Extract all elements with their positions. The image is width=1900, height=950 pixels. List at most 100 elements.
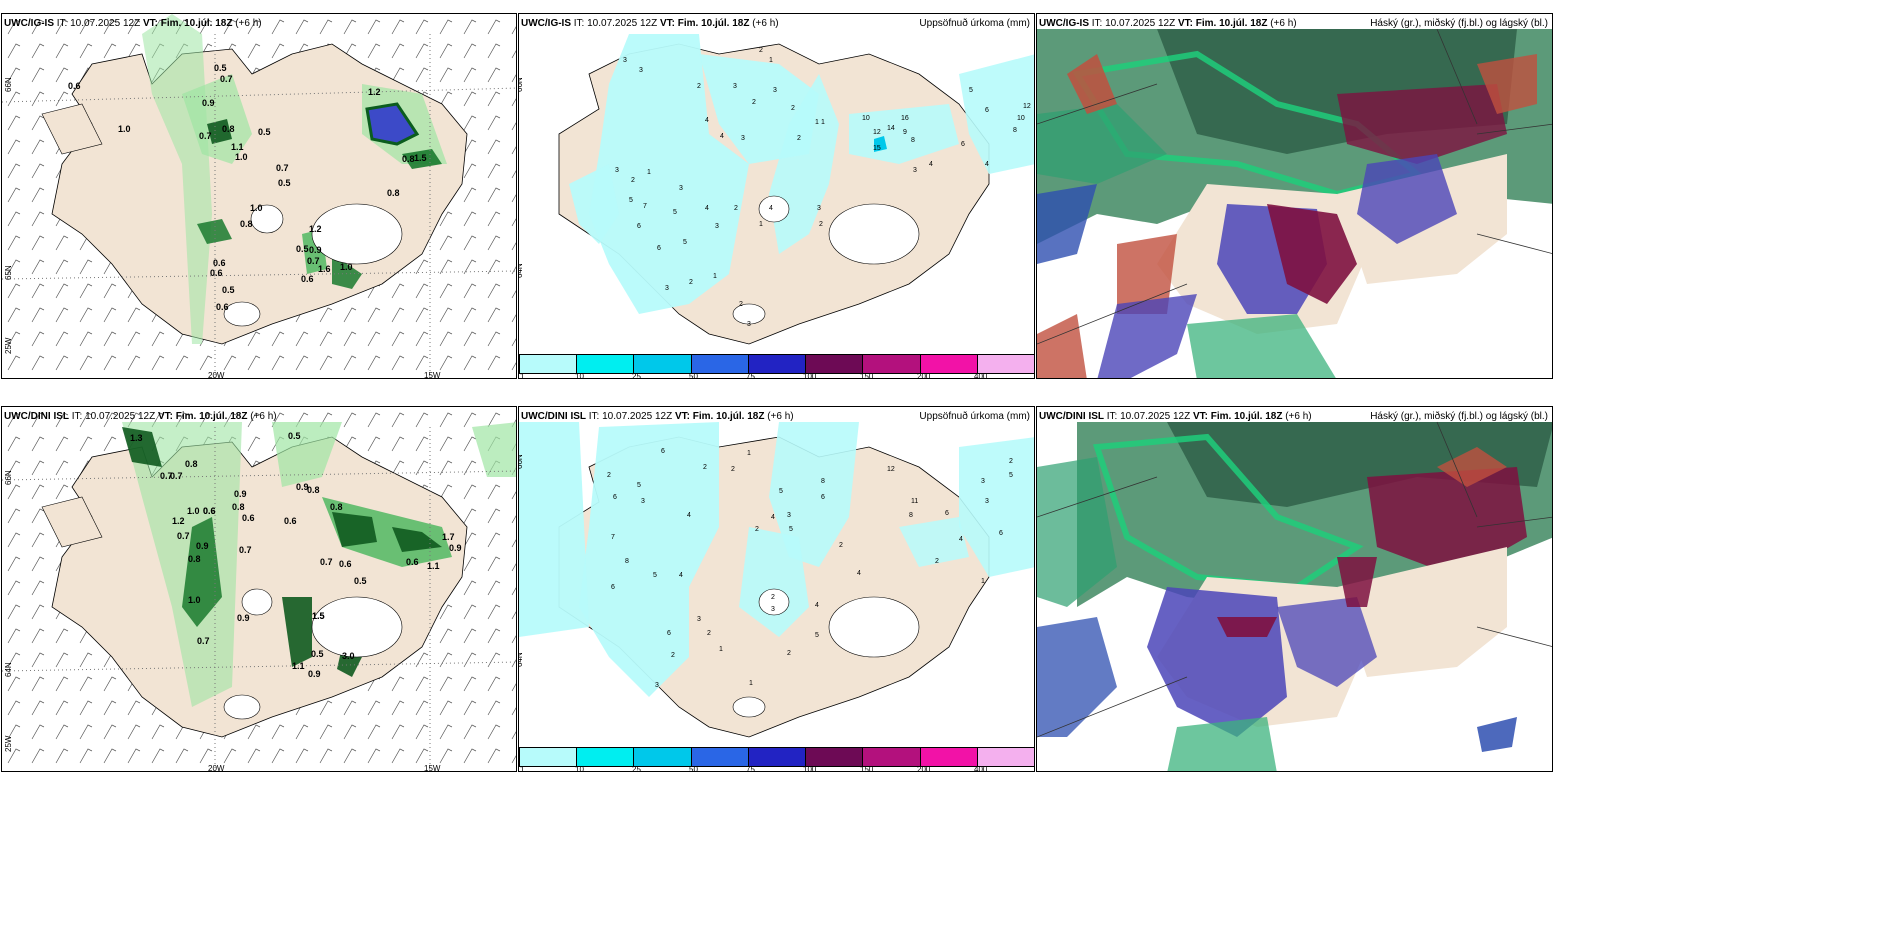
lon-label-20w: 20W: [208, 371, 225, 379]
svg-text:1.3: 1.3: [130, 433, 143, 443]
lat-label-64n: 64N: [518, 652, 524, 667]
svg-text:5: 5: [629, 197, 633, 204]
svg-text:2: 2: [607, 472, 611, 479]
colorbar-swatch: [920, 748, 978, 766]
svg-text:5: 5: [1009, 472, 1013, 479]
accum-precip-map[interactable]: 2 1 3 3 2 3 4 2 3 2 1 4 3 2 1 10 16 12 1…: [519, 14, 1035, 379]
colorbar-swatch: [920, 355, 978, 373]
svg-text:0.7: 0.7: [197, 636, 210, 646]
precip-max-east: [365, 102, 420, 146]
svg-text:4: 4: [720, 133, 724, 140]
svg-text:0.8: 0.8: [240, 219, 253, 229]
svg-text:1: 1: [981, 578, 985, 585]
lat-label-64n: 64N: [518, 263, 524, 278]
svg-text:3: 3: [697, 616, 701, 623]
svg-text:8: 8: [909, 512, 913, 519]
svg-text:0.7: 0.7: [239, 545, 252, 555]
svg-text:0.8: 0.8: [387, 188, 400, 198]
svg-text:1.0: 1.0: [340, 262, 353, 272]
svg-text:1: 1: [747, 450, 751, 457]
colorbar-swatch: [977, 355, 1034, 373]
svg-text:0.5: 0.5: [311, 649, 324, 659]
svg-text:1: 1: [759, 221, 763, 228]
svg-text:6: 6: [657, 245, 661, 252]
svg-text:6: 6: [637, 223, 641, 230]
wind-precip-map[interactable]: 1.3 0.7 0.8 0.7 0.5 0.8 0.9 0.6 1.0 0.6 …: [2, 407, 517, 772]
colorbar-swatch: [863, 355, 921, 373]
svg-text:6: 6: [611, 584, 615, 591]
cloud-title: Háský (gr.), miðský (fj.bl.) og lágský (…: [1370, 18, 1548, 29]
svg-text:0.6: 0.6: [284, 516, 297, 526]
svg-text:1.1: 1.1: [231, 142, 244, 152]
svg-text:4: 4: [687, 512, 691, 519]
svg-text:2: 2: [703, 464, 707, 471]
svg-text:2: 2: [797, 135, 801, 142]
svg-text:0.5: 0.5: [222, 285, 235, 295]
svg-text:0.8: 0.8: [402, 154, 415, 164]
svg-text:4: 4: [771, 514, 775, 521]
colorbar-swatch: [691, 748, 749, 766]
lat-label-25w: 25W: [4, 735, 13, 752]
svg-text:5: 5: [673, 209, 677, 216]
svg-text:0.5: 0.5: [214, 63, 227, 73]
wind-precip-map[interactable]: 0.6 0.5 0.7 0.9 1.0 0.8 0.7 0.5 1.1 1.0 …: [2, 14, 517, 379]
svg-text:10: 10: [862, 115, 870, 122]
svg-text:3: 3: [655, 682, 659, 689]
svg-text:8: 8: [1013, 127, 1017, 134]
svg-text:4: 4: [929, 161, 933, 168]
svg-text:3: 3: [733, 83, 737, 90]
svg-text:3: 3: [747, 321, 751, 328]
colorbar-labels: 1 10 25 50 75 100 150 200 400: [520, 765, 988, 772]
lat-label-64n: 64N: [4, 662, 13, 677]
svg-text:4: 4: [857, 570, 861, 577]
svg-text:6: 6: [999, 530, 1003, 537]
svg-text:9: 9: [903, 129, 907, 136]
svg-text:2: 2: [819, 221, 823, 228]
colorbar-swatch: [691, 355, 749, 373]
svg-text:1: 1: [719, 646, 723, 653]
colorbar-swatch: [806, 355, 864, 373]
colorbar-swatch: [748, 748, 807, 766]
svg-text:1.1: 1.1: [292, 661, 305, 671]
cloud-map[interactable]: [1037, 407, 1553, 772]
svg-text:0.8: 0.8: [188, 554, 201, 564]
svg-text:5: 5: [779, 488, 783, 495]
accum-precip-map[interactable]: 2 6 1 2 2 5 6 3 4 5 8 3 2 4 5 6 12 11 8 …: [519, 407, 1035, 772]
svg-text:1.0: 1.0: [188, 595, 201, 605]
svg-text:6: 6: [985, 107, 989, 114]
panel-title: UWC/DINI ISL IT: 10.07.2025 12Z VT: Fim.…: [521, 411, 794, 422]
colorbar-swatch: [977, 748, 1034, 766]
svg-text:0.6: 0.6: [210, 268, 223, 278]
cloud-map[interactable]: [1037, 14, 1553, 379]
svg-text:0.5: 0.5: [354, 576, 367, 586]
svg-text:2: 2: [839, 542, 843, 549]
svg-text:6: 6: [613, 494, 617, 501]
svg-text:1: 1: [749, 680, 753, 687]
svg-text:0.8: 0.8: [307, 485, 320, 495]
svg-text:6: 6: [667, 630, 671, 637]
svg-text:2: 2: [791, 105, 795, 112]
precip-title: Uppsöfnuð úrkoma (mm): [919, 411, 1030, 422]
panel-wind-precip-bottom: UWC/DINI ISL IT: 10.07.2025 12Z VT: Fim.…: [1, 406, 517, 772]
svg-text:3: 3: [623, 57, 627, 64]
panel-accum-precip-top: UWC/IG-IS IT: 10.07.2025 12Z VT: Fim. 10…: [518, 13, 1035, 379]
svg-text:5: 5: [789, 526, 793, 533]
colorbar-swatch: [577, 748, 635, 766]
svg-text:3: 3: [639, 67, 643, 74]
cloud-title: Háský (gr.), miðský (fj.bl.) og lágský (…: [1370, 411, 1548, 422]
svg-text:2: 2: [731, 466, 735, 473]
svg-text:1.5: 1.5: [312, 611, 325, 621]
svg-text:0.7: 0.7: [177, 531, 190, 541]
svg-text:4: 4: [985, 161, 989, 168]
svg-text:2: 2: [689, 279, 693, 286]
svg-text:1.6: 1.6: [318, 264, 331, 274]
svg-text:0.6: 0.6: [203, 506, 216, 516]
svg-text:1.7: 1.7: [442, 532, 455, 542]
svg-text:6: 6: [821, 494, 825, 501]
lat-label-66n: 66N: [4, 470, 13, 485]
svg-text:1.5: 1.5: [312, 611, 325, 621]
svg-text:0.9: 0.9: [237, 613, 250, 623]
colorbar-swatch: [806, 748, 864, 766]
svg-text:0.5: 0.5: [258, 127, 271, 137]
lat-label-64n: 65N: [4, 265, 13, 280]
